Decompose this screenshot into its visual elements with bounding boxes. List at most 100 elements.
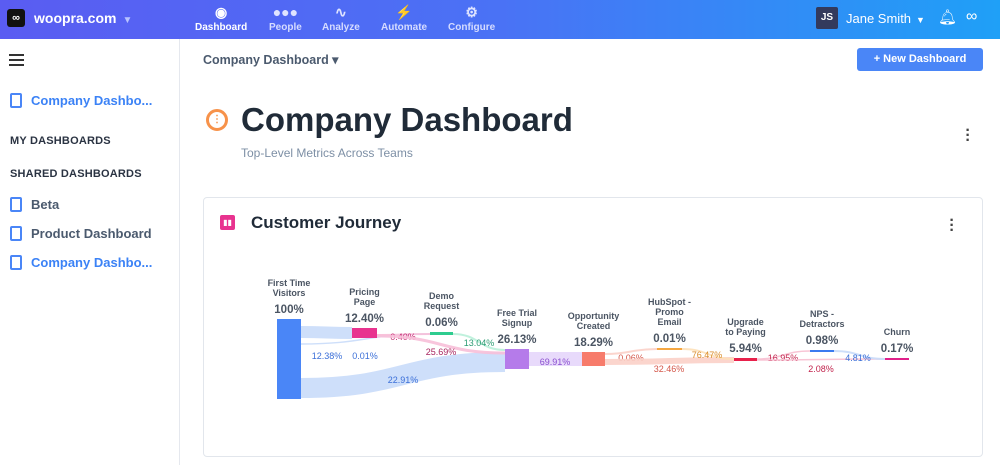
- sankey-link: [604, 348, 658, 355]
- sankey-node-label: Signup: [502, 318, 533, 328]
- site-switcher[interactable]: woopra.com ▼: [34, 10, 132, 26]
- dashboard-icon: [10, 93, 22, 108]
- shared-dashboards-heading: SHARED DASHBOARDS: [10, 168, 142, 180]
- sankey-link: [376, 334, 506, 355]
- sankey-link-label: 16.95%: [768, 353, 799, 363]
- nav-dashboard[interactable]: ◉ Dashboard: [195, 3, 247, 33]
- nav-configure[interactable]: ⚙ Configure: [448, 3, 495, 33]
- dashboard-icon: [10, 197, 22, 212]
- nav-people[interactable]: ●●● People: [269, 3, 302, 33]
- sankey-link-label: 0.06%: [618, 353, 644, 363]
- sankey-node-label: Promo: [655, 307, 684, 317]
- sankey-node: [430, 332, 453, 335]
- site-name: woopra.com: [34, 10, 117, 26]
- people-icon: ●●●: [272, 4, 299, 20]
- sankey-link-label: 13.04%: [464, 338, 495, 348]
- page-subtitle: Top-Level Metrics Across Teams: [241, 146, 413, 160]
- nav-automate[interactable]: ⚡ Automate: [381, 3, 427, 33]
- new-dashboard-button[interactable]: + New Dashboard: [857, 48, 983, 71]
- sankey-node-label: Page: [354, 297, 376, 307]
- nav-label: People: [269, 22, 302, 33]
- sankey-link-label: 2.08%: [808, 364, 834, 374]
- sankey-node-label: Detractors: [799, 319, 844, 329]
- sankey-link-label: 32.46%: [654, 364, 685, 374]
- caret-down-icon: ▼: [916, 15, 925, 25]
- sankey-link: [681, 348, 735, 360]
- sankey-link: [452, 333, 506, 351]
- sankey-link-label: 76.47%: [692, 350, 723, 360]
- sidebar-item-label: Product Dashboard: [31, 226, 152, 241]
- user-name: Jane Smith: [846, 11, 912, 26]
- sankey-node: [352, 328, 377, 338]
- sankey-node-value: 0.17%: [881, 343, 914, 355]
- nav-label: Analyze: [322, 22, 360, 33]
- customer-journey-card: [203, 197, 983, 457]
- nav-label: Dashboard: [195, 22, 248, 33]
- sidebar-item-pinned[interactable]: Company Dashbo...: [10, 93, 152, 108]
- sankey-link-label: 12.38%: [312, 351, 343, 361]
- sankey-link: [300, 326, 353, 339]
- top-nav-bar: ∞ woopra.com ▼ ◉ Dashboard ●●● People ∿ Anal…: [0, 0, 1000, 39]
- dashboard-gauge-icon: ⋮: [206, 109, 228, 131]
- sankey-node-label: First Time: [268, 278, 311, 288]
- sidebar-item-company-dashboard[interactable]: Company Dashbo...: [10, 255, 152, 270]
- sankey-node: [582, 352, 605, 366]
- sidebar-item-label: Company Dashbo...: [31, 93, 153, 108]
- sankey-link: [756, 358, 886, 361]
- more-options-icon[interactable]: · · ·: [965, 122, 971, 149]
- caret-down-icon: ▼: [122, 15, 133, 26]
- nav-analyze[interactable]: ∿ Analyze: [322, 3, 360, 33]
- sankey-node-value: 26.13%: [497, 334, 536, 346]
- sankey-node-value: 0.01%: [653, 333, 686, 345]
- sankey-node-label: Visitors: [273, 288, 306, 298]
- sankey-node-label: NPS -: [810, 309, 834, 319]
- sankey-node-label: Pricing: [349, 287, 380, 297]
- sidebar-item-beta[interactable]: Beta: [10, 197, 59, 212]
- sankey-node-label: Free Trial: [497, 308, 537, 318]
- sankey-link: [833, 350, 886, 360]
- avatar[interactable]: JS: [816, 7, 838, 29]
- my-dashboards-heading: MY DASHBOARDS: [10, 135, 111, 147]
- sidebar-item-label: Beta: [31, 197, 60, 212]
- sidebar-item-product-dashboard[interactable]: Product Dashboard: [10, 226, 152, 241]
- nav-label: Configure: [448, 22, 496, 33]
- analyze-chart-icon: ∿: [335, 4, 347, 20]
- sankey-node-value: 12.40%: [345, 313, 384, 325]
- dashboard-selector[interactable]: Company Dashboard ▾: [203, 53, 339, 67]
- infinity-icon[interactable]: ∞: [966, 8, 978, 25]
- journey-icon: ▮▮: [220, 215, 235, 230]
- card-options-icon[interactable]: · · ·: [949, 212, 955, 239]
- bell-icon[interactable]: 🔔︎: [938, 9, 958, 26]
- sankey-node-value: 18.29%: [574, 337, 613, 349]
- dashboard-icon: [10, 255, 22, 270]
- sankey-node-label: to Paying: [725, 327, 766, 337]
- sankey-link: [756, 350, 811, 360]
- sankey-link: [604, 357, 735, 365]
- user-menu[interactable]: Jane Smith ▼: [846, 11, 925, 26]
- sankey-link-label: 4.81%: [845, 353, 871, 363]
- nav-label: Automate: [381, 22, 428, 33]
- sankey-node-value: 0.06%: [425, 317, 458, 329]
- sankey-link-label: 69.91%: [540, 357, 571, 367]
- sankey-node: [734, 358, 757, 361]
- sankey-node-label: Upgrade: [727, 317, 764, 327]
- sankey-node: [505, 349, 529, 369]
- dashboard-gauge-icon: ◉: [215, 4, 228, 20]
- sankey-node: [277, 319, 301, 399]
- sankey-node-label: Demo: [429, 291, 455, 301]
- sidebar: Company Dashbo... MY DASHBOARDS SHARED D…: [0, 39, 180, 465]
- woopra-logo-icon[interactable]: ∞: [7, 9, 25, 27]
- sankey-node-value: 100%: [274, 304, 303, 316]
- sankey-link-label: 22.91%: [388, 375, 419, 385]
- card-title: Customer Journey: [251, 213, 402, 232]
- sankey-node-value: 5.94%: [729, 343, 762, 355]
- sankey-node: [657, 348, 682, 350]
- sankey-link: [300, 352, 506, 398]
- page-title: Company Dashboard: [241, 101, 573, 138]
- gear-icon: ⚙: [465, 4, 478, 20]
- sankey-node-label: Email: [657, 317, 681, 327]
- automate-bolt-icon: ⚡: [395, 4, 413, 20]
- sankey-link-label: 25.69%: [426, 347, 457, 357]
- hamburger-menu-icon[interactable]: [9, 54, 24, 69]
